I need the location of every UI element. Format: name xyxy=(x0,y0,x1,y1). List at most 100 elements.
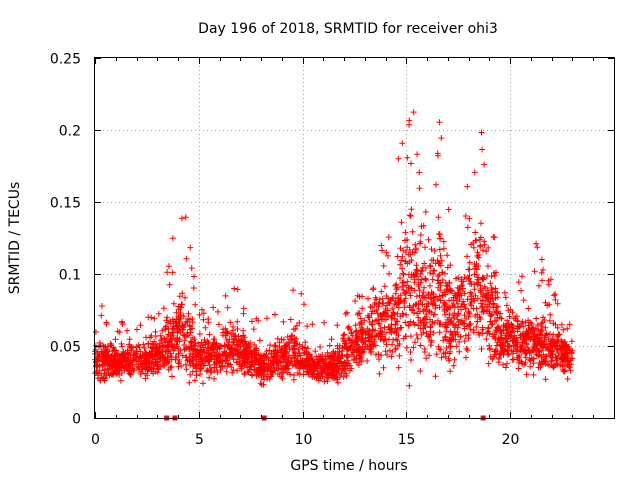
data-point xyxy=(442,333,449,340)
data-point xyxy=(206,331,213,338)
data-point xyxy=(537,341,544,348)
data-point xyxy=(431,298,438,304)
data-point xyxy=(475,279,482,286)
data-point xyxy=(427,262,433,269)
data-point xyxy=(240,310,247,317)
data-point xyxy=(504,324,511,331)
data-point xyxy=(294,369,301,376)
data-point xyxy=(446,350,453,357)
data-point xyxy=(264,315,270,322)
data-point xyxy=(290,326,297,333)
data-point xyxy=(397,275,403,282)
data-point xyxy=(233,359,240,366)
data-point xyxy=(364,358,371,364)
data-point xyxy=(386,270,393,277)
data-point xyxy=(278,373,285,380)
data-point xyxy=(161,363,168,369)
data-point xyxy=(209,345,216,352)
data-point xyxy=(467,320,474,327)
data-point xyxy=(179,352,186,359)
data-point xyxy=(553,360,560,367)
data-point xyxy=(454,316,461,323)
data-point xyxy=(140,341,147,348)
data-point xyxy=(429,321,435,327)
data-point xyxy=(388,353,395,360)
data-point xyxy=(489,311,496,318)
data-point xyxy=(520,297,527,304)
data-point xyxy=(234,367,241,374)
data-point xyxy=(450,362,457,369)
data-point xyxy=(416,185,423,192)
data-point xyxy=(131,352,138,359)
data-point xyxy=(202,324,209,331)
data-point xyxy=(394,253,401,260)
data-point xyxy=(404,278,411,285)
data-point xyxy=(113,370,120,376)
data-point xyxy=(251,341,258,348)
data-point xyxy=(359,329,366,336)
data-point xyxy=(206,339,212,346)
data-point xyxy=(436,321,443,328)
data-point xyxy=(422,244,428,251)
data-point xyxy=(446,279,453,286)
data-point xyxy=(283,366,290,373)
data-point xyxy=(172,354,179,361)
data-point xyxy=(438,354,445,361)
data-point xyxy=(480,297,486,304)
data-point xyxy=(359,305,366,312)
data-point xyxy=(554,324,561,331)
data-point xyxy=(308,355,314,362)
data-point xyxy=(369,333,376,340)
data-point xyxy=(368,342,375,348)
data-point xyxy=(461,325,468,332)
data-point xyxy=(399,265,406,272)
data-point xyxy=(205,358,212,365)
data-point xyxy=(456,339,463,345)
data-point xyxy=(231,333,238,340)
data-point xyxy=(372,342,379,349)
data-point xyxy=(446,337,453,344)
data-point xyxy=(112,363,119,370)
data-point xyxy=(523,350,530,357)
data-point xyxy=(554,361,561,368)
data-point xyxy=(447,304,454,311)
data-point xyxy=(416,169,423,176)
data-point xyxy=(165,331,172,338)
data-point xyxy=(488,285,495,291)
data-point xyxy=(488,321,495,328)
data-point xyxy=(435,214,442,221)
data-point xyxy=(293,340,300,347)
data-point xyxy=(254,370,261,377)
y-tick-label: 0.1 xyxy=(59,268,81,284)
data-point xyxy=(506,342,513,349)
data-point xyxy=(464,347,471,354)
data-point xyxy=(534,321,541,328)
data-point xyxy=(352,334,359,341)
data-point xyxy=(268,354,275,361)
data-point xyxy=(494,310,501,316)
data-point xyxy=(222,292,229,299)
data-point xyxy=(413,245,419,252)
data-point xyxy=(393,301,400,308)
data-point xyxy=(189,316,196,322)
data-point xyxy=(556,331,563,338)
data-point xyxy=(149,345,156,352)
data-point xyxy=(480,247,486,254)
data-point xyxy=(367,303,374,310)
data-point xyxy=(222,325,229,332)
data-point xyxy=(430,330,437,336)
data-point xyxy=(465,313,472,320)
data-point xyxy=(417,308,423,315)
data-point xyxy=(352,298,359,304)
data-point xyxy=(291,335,298,342)
data-point xyxy=(334,322,341,329)
data-point xyxy=(472,265,478,272)
data-point xyxy=(427,263,434,270)
data-point xyxy=(464,253,471,260)
data-point xyxy=(523,371,530,378)
data-point xyxy=(290,287,297,294)
data-point xyxy=(373,351,379,358)
data-point xyxy=(115,361,122,368)
data-points xyxy=(92,109,576,389)
data-point xyxy=(288,358,295,365)
